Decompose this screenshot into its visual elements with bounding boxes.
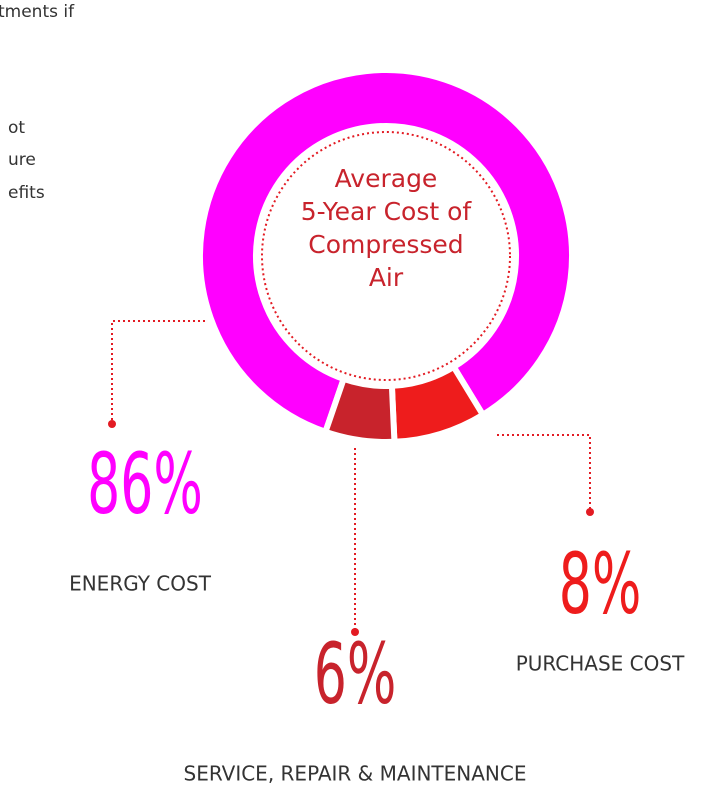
pie-slice	[197, 67, 575, 436]
center-title: Average	[335, 164, 438, 193]
annotation: ot	[8, 118, 25, 138]
leader-line	[497, 434, 591, 510]
leader-dot	[108, 420, 116, 428]
leader-dot	[351, 628, 359, 636]
leader-dot	[586, 508, 594, 516]
center-title: Compressed	[308, 230, 463, 259]
annotation: ure	[8, 150, 36, 170]
center-title: Air	[369, 263, 404, 292]
value-label: 8%	[559, 536, 642, 633]
annotation: efits	[8, 183, 45, 203]
center-title: 5-Year Cost of	[301, 197, 473, 226]
inner-ring	[261, 131, 511, 381]
annotation: tments if	[0, 2, 75, 22]
category-label: ENERGY COST	[69, 572, 212, 596]
value-label: 86%	[87, 436, 203, 533]
category-label: SERVICE, REPAIR & MAINTENANCE	[184, 762, 527, 786]
category-label: PURCHASE COST	[516, 652, 685, 676]
value-label: 6%	[314, 626, 397, 723]
pie-slice	[321, 375, 398, 445]
leader-line	[111, 320, 205, 422]
